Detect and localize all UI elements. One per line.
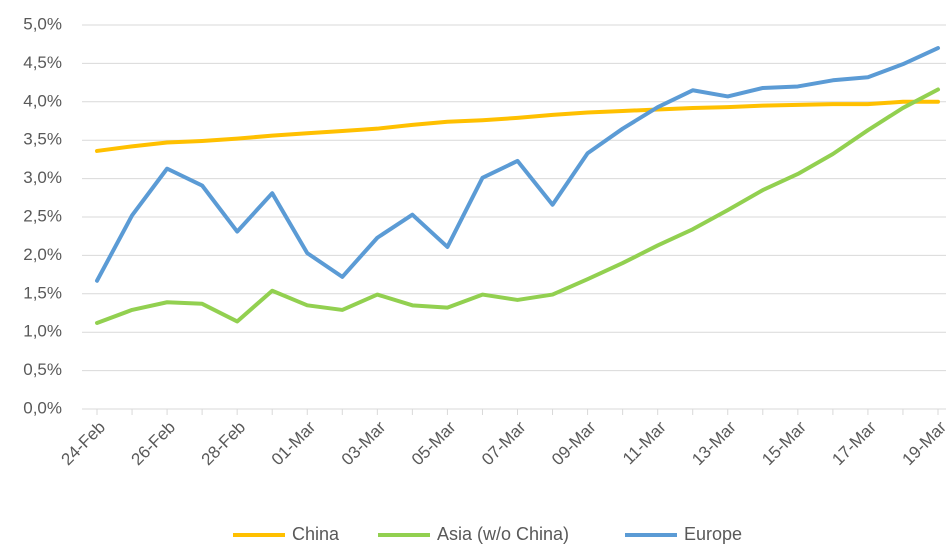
y-tick-label: 1,0%	[23, 322, 62, 341]
x-tick-label: 26-Feb	[128, 418, 180, 470]
legend-label: Asia (w/o China)	[437, 524, 569, 544]
y-tick-label: 3,5%	[23, 130, 62, 149]
x-tick-label: 01-Mar	[268, 417, 320, 469]
x-tick-label: 15-Mar	[758, 417, 810, 469]
x-tick-label: 13-Mar	[688, 417, 740, 469]
y-tick-label: 2,0%	[23, 245, 62, 264]
x-tick-label: 09-Mar	[548, 417, 600, 469]
x-tick-label: 05-Mar	[408, 417, 460, 469]
legend-label: Europe	[684, 524, 742, 544]
y-tick-label: 1,5%	[23, 283, 62, 302]
series-line	[95, 87, 940, 325]
y-tick-label: 0,0%	[23, 398, 62, 417]
legend-label: China	[292, 524, 340, 544]
y-tick-label: 0,5%	[23, 360, 62, 379]
y-tick-label: 3,0%	[23, 168, 62, 187]
y-tick-label: 4,5%	[23, 53, 62, 72]
y-tick-label: 4,0%	[23, 91, 62, 110]
y-tick-label: 5,0%	[23, 14, 62, 33]
series-line	[95, 99, 940, 153]
x-tick-label: 28-Feb	[198, 418, 250, 470]
x-tick-label: 24-Feb	[57, 418, 109, 470]
x-tick-label: 19-Mar	[898, 417, 946, 469]
series-line	[95, 46, 940, 283]
x-tick-label: 07-Mar	[478, 417, 530, 469]
y-tick-label: 2,5%	[23, 206, 62, 225]
x-tick-label: 03-Mar	[338, 417, 390, 469]
x-tick-label: 11-Mar	[619, 417, 670, 468]
x-tick-label: 17-Mar	[828, 417, 880, 469]
